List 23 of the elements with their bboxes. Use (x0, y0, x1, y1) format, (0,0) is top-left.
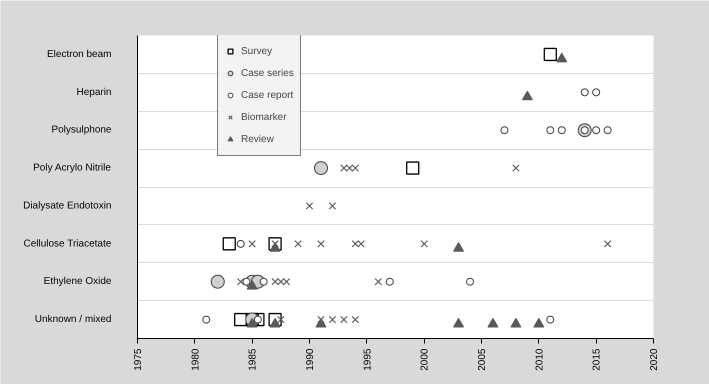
x-tick-label: 2015 (592, 348, 603, 371)
legend-label: Case series (241, 66, 294, 80)
x-tick-label: 1995 (362, 348, 374, 371)
y-tick-label: Unknown / mixed (34, 314, 112, 326)
x-tick-label: 2000 (420, 348, 431, 371)
x-tick-label: 1980 (190, 348, 202, 371)
y-tick-label: Ethylene Oxide (44, 276, 112, 288)
legend-label: Survey (241, 44, 272, 58)
x-tick-label: 2005 (477, 348, 488, 371)
y-tick-label: Cellulose Triacetate (23, 238, 112, 250)
x-tick-label: 1985 (248, 348, 259, 371)
y-tick-label: Poly Acrylo Nitrile (33, 162, 112, 174)
x-tick-label: 2010 (534, 348, 546, 371)
y-tick-label: Dialysate Endotoxin (23, 200, 112, 212)
y-tick-label: Polysulphone (51, 124, 112, 136)
legend-label: Biomarker (241, 110, 287, 124)
y-tick-label: Electron beam (47, 48, 112, 60)
x-tick-label: 2020 (649, 348, 660, 371)
y-tick-label: Heparin (76, 86, 112, 98)
x-tick-label: 1975 (133, 348, 144, 371)
x-tick-label: 1990 (305, 348, 316, 371)
legend-label: Review (241, 132, 274, 146)
legend-label: Case report (241, 88, 294, 102)
